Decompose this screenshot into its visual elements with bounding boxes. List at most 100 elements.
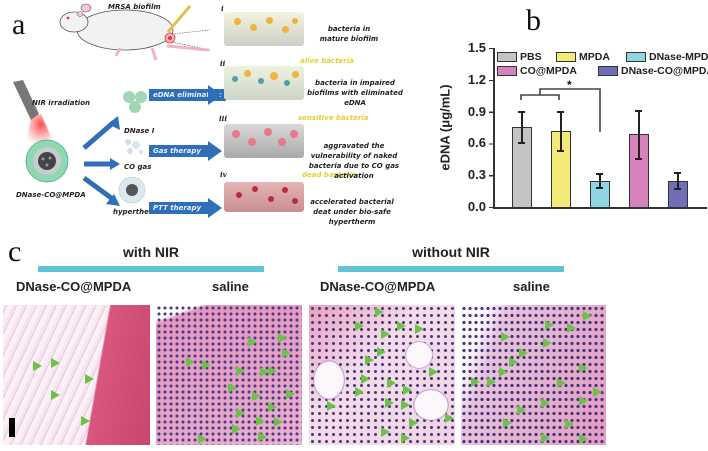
legend-mpda: MPDA (556, 51, 610, 63)
error-cap (674, 188, 681, 190)
green-arrowhead-icon (545, 320, 554, 330)
green-arrowhead-icon (403, 385, 412, 395)
y-tick: 1.2 (467, 72, 486, 87)
error-bar (638, 110, 640, 159)
panel-c-letter: c (8, 235, 22, 268)
branch-arrows (82, 116, 120, 206)
error-cap (596, 173, 603, 175)
sample-label: saline (513, 279, 550, 294)
component-label-co-gas: CO gas (124, 163, 152, 171)
green-arrowhead-icon (202, 360, 211, 370)
histology-image-with-nir-dnase-co-mpda (3, 305, 150, 445)
green-arrowhead-icon (541, 398, 550, 408)
error-bar (560, 111, 562, 151)
green-arrowhead-icon (260, 367, 269, 377)
error-bar (599, 173, 601, 188)
hyperthermia-particle-icon (118, 176, 146, 204)
green-arrowhead-icon (579, 434, 588, 444)
stage-numeral-ii: ii (220, 59, 226, 68)
group-bar-without-nir (338, 266, 564, 272)
green-arrowhead-icon (583, 311, 592, 321)
green-arrowhead-icon (397, 321, 406, 331)
green-arrowhead-icon (236, 408, 245, 418)
y-tick: 1.5 (467, 40, 486, 55)
green-arrowhead-icon (377, 347, 386, 357)
green-arrowhead-icon (509, 357, 518, 367)
green-arrowhead-icon (381, 329, 390, 339)
biofilm-mature-illustration (224, 12, 304, 46)
histology-image-without-nir-saline (461, 305, 606, 445)
y-axis-label: eDNA (μg/mL) (437, 84, 453, 171)
stage-desc-ii: bacteria in impaired biofilms with elimi… (307, 79, 403, 107)
green-arrowhead-icon (541, 433, 550, 443)
green-arrowhead-icon (81, 416, 90, 426)
sample-label: DNase-CO@MPDA (16, 279, 132, 294)
green-arrowhead-icon (567, 323, 576, 333)
green-arrowhead-icon (268, 366, 277, 376)
error-cap (635, 158, 642, 160)
scale-bar (9, 418, 15, 437)
component-label-hyperthermia: hyperthermia (113, 208, 167, 216)
green-arrowhead-icon (557, 378, 566, 388)
green-arrowhead-icon (487, 377, 496, 387)
y-tick: 0.9 (467, 104, 486, 119)
green-arrowhead-icon (33, 361, 42, 371)
y-tick: 0.3 (467, 167, 486, 182)
green-arrowhead-icon (401, 400, 410, 410)
green-arrowhead-icon (501, 332, 510, 342)
green-arrowhead-icon (232, 424, 241, 434)
sample-label: saline (212, 279, 249, 294)
arrow-gas-therapy: Gas therapy (149, 145, 209, 157)
significance-star: * (567, 78, 572, 92)
green-arrowhead-icon (186, 357, 195, 367)
green-arrowhead-icon (327, 401, 336, 411)
green-arrowhead-icon (565, 419, 574, 429)
legend-swatch (626, 52, 646, 62)
callout-dead-bacteria: dead bacteria (302, 171, 357, 179)
error-cap (635, 110, 642, 112)
green-arrowhead-icon (355, 387, 364, 397)
legend-swatch (497, 66, 517, 76)
legend-swatch (497, 52, 517, 62)
error-bar (521, 111, 523, 143)
green-arrowhead-icon (256, 416, 265, 426)
error-cap (557, 150, 564, 152)
green-arrowhead-icon (248, 337, 257, 347)
green-arrowhead-icon (593, 387, 602, 397)
legend-dnase-co-mpda: DNase-CO@MPDA (598, 65, 708, 77)
error-cap (557, 111, 564, 113)
legend-swatch (598, 66, 618, 76)
mouse-illustration (59, 3, 210, 61)
dnase-clover-icon (123, 91, 147, 113)
group-label-without-nir: without NIR (412, 244, 490, 260)
green-arrowhead-icon (381, 427, 390, 437)
green-arrowhead-icon (252, 391, 261, 401)
arrow-head-icon (208, 85, 222, 105)
green-arrowhead-icon (375, 307, 384, 317)
green-arrowhead-icon (385, 398, 394, 408)
green-arrowhead-icon (365, 355, 374, 365)
biofilm-dead-illustration (224, 182, 304, 212)
group-bar-with-nir (38, 266, 264, 272)
green-arrowhead-icon (236, 366, 245, 376)
green-arrowhead-icon (387, 378, 396, 388)
panel-b-letter: b (526, 4, 541, 37)
green-arrowhead-icon (258, 432, 267, 442)
green-arrowhead-icon (415, 324, 424, 334)
legend-co-mpda: CO@MPDA (497, 65, 577, 77)
stage-numeral-i: i (221, 4, 224, 13)
arrow-head-icon (208, 198, 222, 218)
stage-desc-iii: aggravated the vulnerability of naked ba… (308, 142, 400, 180)
green-arrowhead-icon (579, 363, 588, 373)
legend-swatch (556, 52, 576, 62)
green-arrowhead-icon (355, 321, 364, 331)
green-arrowhead-icon (579, 396, 588, 406)
green-arrowhead-icon (445, 413, 454, 423)
stage-numeral-iv: iv (220, 170, 227, 179)
green-arrowhead-icon (228, 383, 237, 393)
nanoparticle-label: DNase-CO@MPDA (16, 191, 86, 199)
legend-dnase-mpda: DNase-MPDA (626, 51, 708, 63)
y-tick: 0.6 (467, 135, 486, 150)
green-arrowhead-icon (286, 389, 295, 399)
error-cap (596, 187, 603, 189)
